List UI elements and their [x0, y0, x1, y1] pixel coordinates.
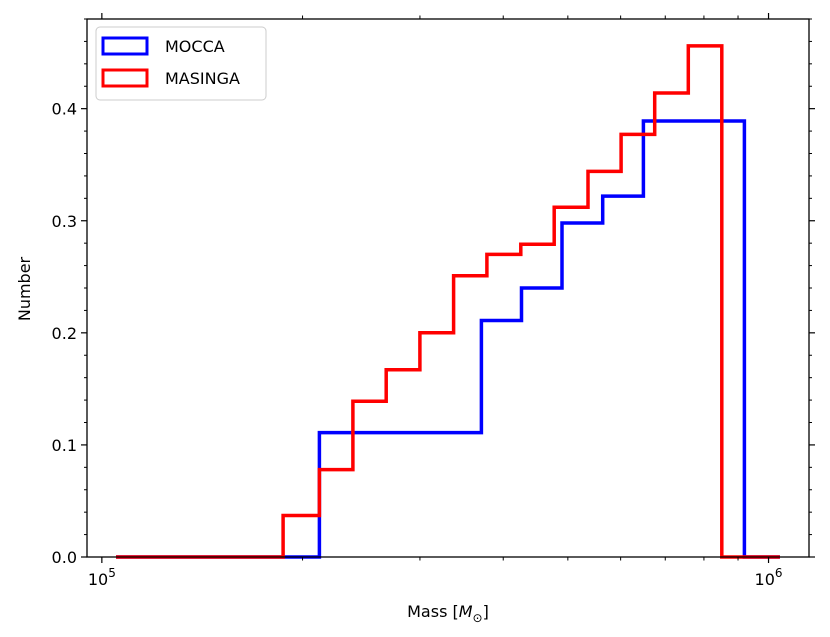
y-tick-label: 0.1 [52, 436, 77, 455]
legend-label-mocca: MOCCA [165, 37, 225, 56]
y-tick-label: 0.2 [52, 324, 77, 343]
x-axis-label-subscript: ⊙ [473, 611, 483, 625]
y-tick-label: 0.0 [52, 548, 77, 567]
x-tick-label: 105 [88, 566, 116, 589]
x-tick-label: 106 [755, 566, 783, 589]
y-tick-label: 0.3 [52, 212, 77, 231]
plot-frame [86, 18, 810, 558]
y-axis-label: Number [15, 256, 34, 321]
y-tick-label: 0.4 [52, 100, 77, 119]
x-axis-label-text: Mass [ [407, 602, 459, 621]
legend-swatch-mocca [101, 36, 149, 56]
x-axis-label-close: ] [483, 602, 489, 621]
ticks-layer: 0.0 0.1 0.2 0.3 0.4 105 106 [52, 13, 815, 589]
legend-box [95, 26, 267, 101]
x-axis-label-symbol: M [459, 602, 473, 621]
legend-swatch-masinga [101, 68, 149, 88]
series-masinga-step [116, 44, 780, 559]
legend: MOCCA MASINGA [95, 26, 267, 101]
legend-label-masinga: MASINGA [165, 69, 240, 88]
x-axis-label: Mass [M⊙] [407, 602, 489, 625]
